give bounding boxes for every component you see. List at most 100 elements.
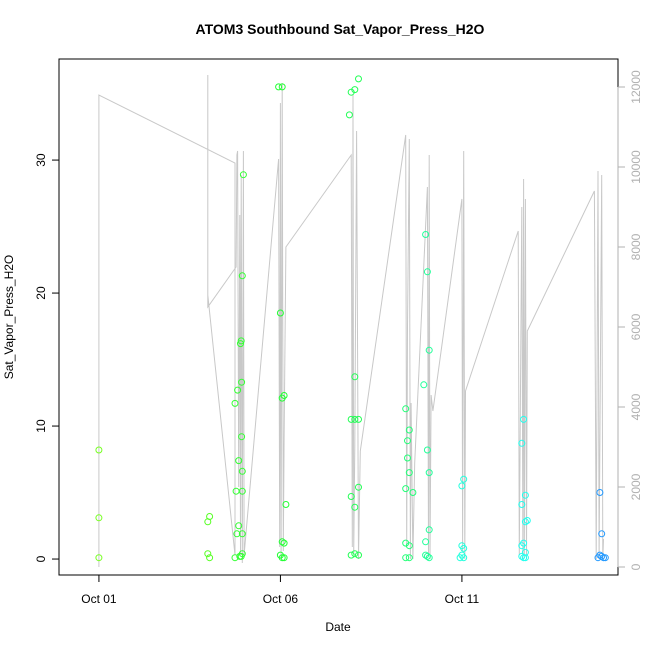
data-point xyxy=(404,437,411,445)
data-point xyxy=(520,415,528,423)
data-point xyxy=(518,552,526,560)
right-y-tick-label: 10000 xyxy=(629,150,643,184)
data-point xyxy=(345,111,353,119)
right-y-tick-label: 12000 xyxy=(629,70,643,104)
x-axis-label: Date xyxy=(325,620,351,634)
data-point xyxy=(347,493,355,500)
data-point xyxy=(423,268,431,276)
points-layer xyxy=(95,75,609,562)
data-point xyxy=(458,482,466,490)
data-point xyxy=(601,554,609,562)
data-point xyxy=(95,446,103,454)
x-tick-label: Oct 11 xyxy=(445,592,480,606)
data-point xyxy=(521,518,529,526)
data-point xyxy=(355,551,362,559)
data-point xyxy=(351,550,359,558)
data-point xyxy=(351,415,359,423)
data-point xyxy=(423,552,431,560)
data-point xyxy=(425,526,433,534)
data-point xyxy=(425,554,433,562)
data-point xyxy=(355,483,362,491)
data-point xyxy=(234,386,242,394)
data-point xyxy=(233,530,241,538)
data-point xyxy=(422,231,430,238)
data-point xyxy=(520,539,528,547)
data-point xyxy=(402,554,410,562)
data-point xyxy=(521,554,529,562)
data-point xyxy=(518,439,526,447)
data-point xyxy=(206,554,214,562)
y-axis: 0 10 20 30 xyxy=(34,153,59,562)
data-point xyxy=(204,550,212,558)
data-point xyxy=(238,272,246,280)
y-axis-label: Sat_Vapor_Press_H2O xyxy=(2,255,16,380)
data-point xyxy=(280,392,288,399)
data-point xyxy=(280,554,288,562)
data-point xyxy=(238,530,246,538)
data-point xyxy=(347,415,355,423)
data-point xyxy=(235,522,243,530)
data-point xyxy=(347,551,355,559)
data-point xyxy=(276,309,284,317)
data-point xyxy=(598,552,606,560)
data-point xyxy=(423,446,431,454)
data-point xyxy=(282,501,290,508)
y-tick-label: 20 xyxy=(34,286,48,300)
right-axis: 0 2000 4000 6000 8000 10000 12000 xyxy=(617,70,643,570)
data-point xyxy=(232,487,240,495)
x-tick-label: Oct 06 xyxy=(263,592,299,606)
data-point xyxy=(355,75,362,83)
x-axis: Oct 01 Oct 06 Oct 11 xyxy=(81,575,479,606)
data-point xyxy=(351,503,359,511)
secondary-trace-line xyxy=(98,75,604,567)
y-tick-label: 30 xyxy=(34,153,48,167)
data-point xyxy=(237,337,245,345)
x-tick-label: Oct 01 xyxy=(81,592,117,606)
data-point xyxy=(405,426,413,434)
right-y-tick-label: 0 xyxy=(629,563,643,570)
data-point xyxy=(280,539,288,547)
data-point xyxy=(206,513,214,520)
data-point xyxy=(518,501,526,508)
data-point xyxy=(402,485,410,493)
data-point xyxy=(95,554,103,562)
data-point xyxy=(235,457,243,465)
data-point xyxy=(405,469,413,477)
data-point xyxy=(238,467,246,475)
data-point xyxy=(238,487,246,495)
data-point xyxy=(238,378,246,386)
data-point xyxy=(278,83,286,91)
data-point xyxy=(405,554,413,562)
chart-title: ATOM3 Southbound Sat_Vapor_Press_H2O xyxy=(196,21,485,37)
data-point xyxy=(409,489,417,496)
data-point xyxy=(404,454,411,462)
right-y-tick-label: 4000 xyxy=(629,393,643,420)
data-point xyxy=(351,373,359,381)
data-point xyxy=(405,542,413,550)
data-point xyxy=(95,514,103,522)
data-point xyxy=(458,542,466,550)
data-point xyxy=(425,469,433,477)
data-point xyxy=(598,530,606,538)
right-y-tick-label: 6000 xyxy=(629,313,643,340)
data-point xyxy=(238,433,246,441)
data-point xyxy=(456,554,464,562)
data-point xyxy=(523,517,531,524)
data-point xyxy=(460,475,468,483)
data-point xyxy=(239,171,247,179)
y-tick-label: 10 xyxy=(34,419,48,433)
data-point xyxy=(422,538,430,546)
data-point xyxy=(460,554,468,562)
data-point xyxy=(521,491,529,499)
data-point xyxy=(278,538,286,546)
right-y-tick-label: 8000 xyxy=(629,233,643,260)
data-point xyxy=(237,552,245,560)
right-y-tick-label: 2000 xyxy=(629,473,643,500)
data-point xyxy=(275,83,283,91)
trace-layer xyxy=(98,75,604,567)
data-point xyxy=(425,346,433,354)
data-point xyxy=(278,554,286,562)
data-point xyxy=(351,86,359,94)
data-point xyxy=(596,489,604,496)
